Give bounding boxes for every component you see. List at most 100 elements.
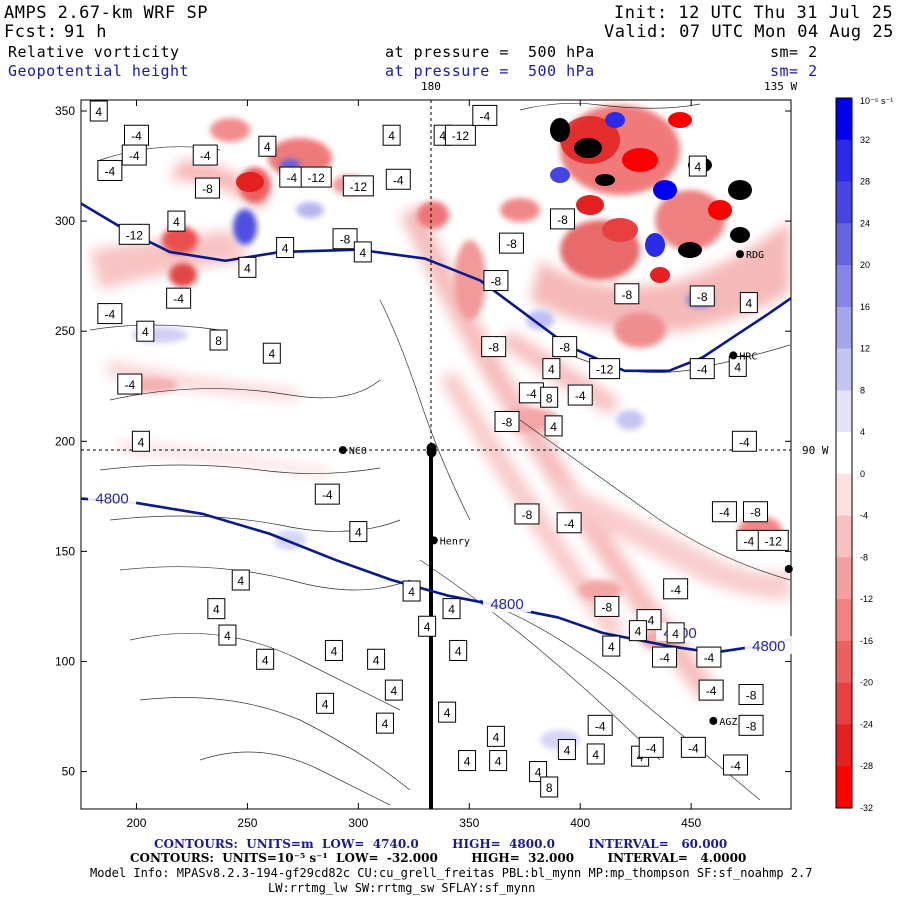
colorbar-tick-label: 12 [860, 344, 870, 354]
vorticity-label-box [544, 415, 563, 437]
vorticity-label: 4 [173, 215, 180, 229]
vorticity-label-box [557, 739, 576, 761]
vorticity-label: -8 [506, 237, 517, 251]
colorbar-swatch [836, 640, 852, 684]
height-label-bg [483, 594, 531, 613]
station-marker [729, 351, 738, 360]
vorticity-label: -4 [706, 684, 717, 698]
vorticity-label: 4 [282, 242, 289, 256]
vorticity-label-box [442, 598, 461, 620]
colorbar-swatch [836, 724, 852, 767]
vorticity-label-box [723, 754, 749, 776]
vorticity-label: 8 [546, 391, 553, 405]
axes: 200 250 300 350 400 450 50 100 150 200 250 300 350 [55, 100, 791, 830]
vorticity-label-box [540, 386, 559, 408]
vorticity-label: -4 [744, 534, 755, 548]
vorticity-label: 4 [444, 706, 451, 720]
vorticity-label-box [117, 373, 143, 395]
vorticity-label: 4 [213, 603, 220, 617]
vorticity-label: 4 [734, 360, 741, 374]
vorticity-label: -12 [126, 228, 144, 242]
vorticity-label: 4 [548, 363, 555, 377]
vorticity-label-box [486, 725, 505, 747]
vorticity-label-box [384, 679, 403, 701]
vorticity-label-box [316, 692, 335, 714]
vorticity-label: -8 [602, 600, 613, 614]
colorbar-tick-label: 28 [860, 177, 870, 187]
vorticity-label-box [218, 624, 237, 646]
vorticity-label-box [743, 501, 768, 523]
vorticity-label-box [638, 736, 664, 758]
vorticity-label: 4 [322, 697, 329, 711]
vorticity-label-box [300, 166, 332, 188]
colorbar-swatch [836, 98, 852, 141]
vorticity-label: -4 [659, 651, 670, 665]
vorticity-label-box [256, 648, 275, 670]
vorticity-label: 4 [373, 653, 380, 667]
colorbar-swatch [836, 432, 852, 475]
vorticity-label-box [258, 135, 277, 157]
vorticity-label-box [589, 358, 621, 380]
vorticity-contour-labels: 4 -4 -4 -4 4 -4 -8 -4 4 -12 -8 4 -12 -12 -4 4 -12 -4 4 -8 -8… [89, 100, 789, 798]
colorbar-tick-label: 0 [860, 469, 865, 479]
vorticity-label: -4 [105, 164, 116, 178]
vorticity-label: -4 [575, 389, 586, 403]
vorticity-label-box [567, 384, 593, 406]
vorticity-label: -4 [704, 651, 715, 665]
station-marker [784, 564, 793, 573]
vorticity-label: 4 [382, 717, 389, 731]
vorticity-label-box [231, 569, 250, 591]
vorticity-label-box [192, 144, 218, 166]
vorticity-label: -4 [644, 614, 655, 628]
contour-info-vorticity: CONTOURS: UNITS=10⁻⁵ s⁻¹ LOW= -32.000 HI… [130, 851, 747, 865]
colorbar: 10⁻⁵ s⁻¹ 32 28 24 20 16 12 8 4 0 -4 -8 -12 -16 -20 -24 -… [835, 96, 893, 813]
vorticity-label-box [353, 241, 372, 263]
colorbar-frame [835, 97, 853, 809]
vorticity-label-box [494, 410, 520, 432]
vorticity-label-box [689, 285, 715, 307]
vorticity-label: -4 [124, 378, 135, 392]
vorticity-label: -12 [765, 534, 783, 548]
vorticity-label-box [666, 622, 685, 644]
x-tick-label: 350 [459, 816, 479, 830]
vorticity-label: 4 [535, 766, 542, 780]
vorticity-label: 4 [262, 653, 269, 667]
vorticity-label-box [367, 648, 386, 670]
colorbar-swatch [836, 766, 852, 809]
vorticity-label: -4 [479, 109, 490, 123]
vorticity-label: -8 [750, 506, 761, 520]
x-tick-label: 300 [348, 816, 368, 830]
model-title: AMPS 2.67-km WRF SP [4, 3, 208, 23]
plot-frame [80, 99, 792, 810]
vorticity-label: -4 [393, 173, 404, 187]
colorbar-swatch [836, 265, 852, 308]
height-contour-label: 4800 [752, 638, 785, 655]
vorticity-label: -8 [340, 233, 351, 247]
station-markers: NCO Henry RDG HRC AGZ [338, 250, 793, 728]
vorticity-label: 4 [424, 620, 431, 634]
field2-smoothing: sm= 2 [770, 62, 818, 80]
vorticity-label: 4 [455, 644, 462, 658]
vorticity-label: 4 [138, 435, 145, 449]
vorticity-label: -4 [688, 741, 699, 755]
x-tick-label: 400 [570, 816, 590, 830]
vorticity-label-box [542, 358, 561, 380]
vorticity-label-box [167, 210, 186, 232]
vorticity-label: -4 [670, 583, 681, 597]
lon-label-180: 180 [421, 80, 441, 93]
contour-info-height: CONTOURS: UNITS=m LOW= 4740.0 HIGH= 4800… [154, 837, 728, 851]
vorticity-label: -4 [595, 719, 606, 733]
y-tick-label: 300 [55, 214, 75, 228]
vorticity-label: 4 [608, 640, 615, 654]
vorticity-label: 4 [388, 129, 395, 143]
vorticity-label: -8 [621, 288, 632, 302]
vorticity-label: -4 [526, 387, 537, 401]
station-marker [429, 536, 438, 545]
colorbar-tick-label: 24 [860, 218, 870, 228]
vorticity-label-box [540, 776, 559, 798]
station-marker [426, 447, 437, 458]
vorticity-label-box [587, 714, 613, 736]
vorticity-label-box [438, 701, 457, 723]
station-label: AGZ [719, 717, 737, 728]
